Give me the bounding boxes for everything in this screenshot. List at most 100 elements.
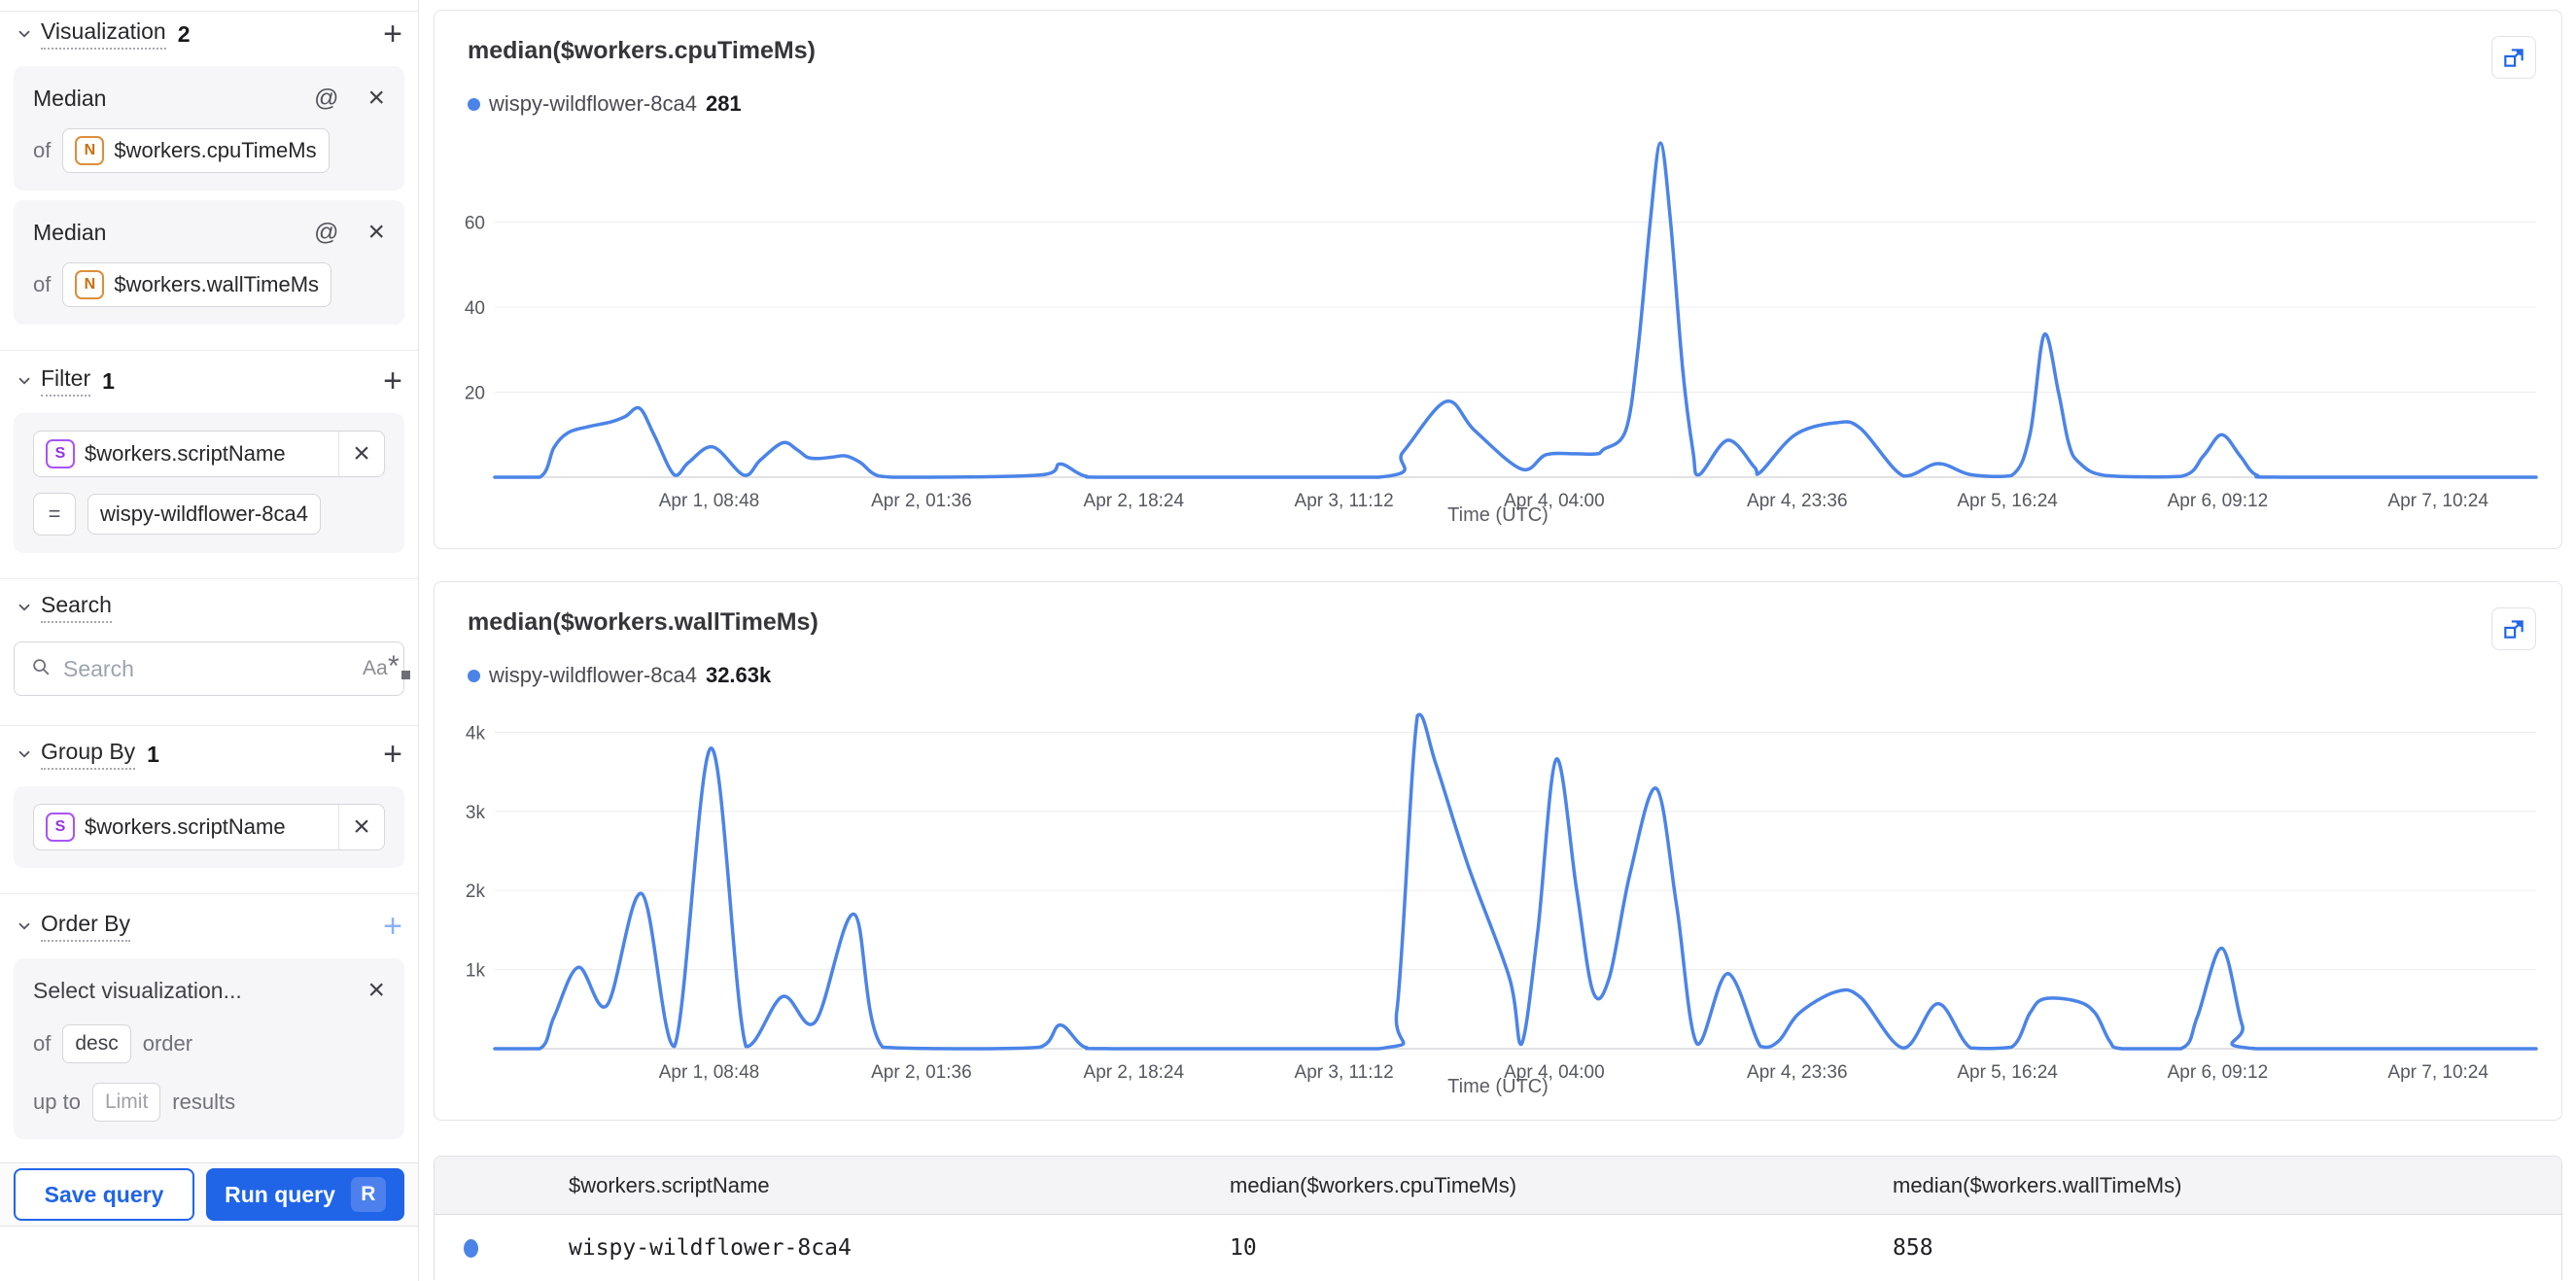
svg-text:Apr 1, 08:48: Apr 1, 08:48 (659, 491, 760, 511)
svg-text:3k: 3k (466, 803, 486, 823)
cell-cpu-median: 10 (1230, 1235, 1257, 1261)
filter-value-pill[interactable]: wispy-wildflower-8ca4 (87, 494, 321, 535)
string-type-icon: S (46, 439, 75, 468)
run-query-label: Run query (225, 1181, 335, 1207)
search-input[interactable] (63, 655, 351, 682)
orderby-visualization-select[interactable]: Select visualization... (33, 977, 242, 1003)
svg-text:Apr 6, 09:12: Apr 6, 09:12 (2168, 1062, 2269, 1083)
svg-text:Apr 4, 23:36: Apr 4, 23:36 (1747, 1062, 1848, 1083)
divider (0, 893, 418, 894)
close-icon[interactable]: × (367, 82, 385, 114)
filter-count: 1 (102, 367, 115, 394)
remove-filter-button[interactable]: × (339, 432, 384, 476)
add-filter-button[interactable]: + (383, 363, 402, 399)
at-icon[interactable]: @ (314, 84, 339, 112)
cell-script-name: wispy-wildflower-8ca4 (569, 1235, 852, 1261)
svg-text:Apr 6, 09:12: Apr 6, 09:12 (2168, 491, 2269, 511)
groupby-field-name: $workers.scriptName (85, 814, 286, 839)
section-filter-header: Filter 1 + (0, 359, 418, 403)
at-icon[interactable]: @ (314, 218, 339, 246)
svg-text:40: 40 (465, 298, 485, 319)
add-visualization-button[interactable]: + (383, 16, 402, 52)
section-title-search: Search (41, 592, 112, 623)
expand-icon (2504, 620, 2524, 639)
results-panel: median($workers.cpuTimeMs) wispy-wildflo… (419, 0, 2576, 1281)
field-pill-wall[interactable]: N $workers.wallTimeMs (62, 262, 332, 307)
chevron-down-icon[interactable] (16, 917, 33, 935)
expand-chart-button[interactable] (2491, 36, 2536, 79)
x-axis-label: Time (UTC) (1447, 1076, 1549, 1097)
filter-card: S $workers.scriptName × = wispy-wildflow… (14, 413, 404, 553)
filter-value: wispy-wildflower-8ca4 (100, 502, 308, 526)
chevron-down-icon[interactable] (16, 745, 33, 763)
svg-text:2k: 2k (466, 882, 486, 902)
svg-text:Apr 5, 16:24: Apr 5, 16:24 (1957, 1062, 2058, 1083)
divider (0, 578, 418, 579)
close-icon[interactable]: × (367, 974, 385, 1006)
svg-text:60: 60 (465, 214, 485, 234)
number-type-icon: N (75, 270, 105, 299)
chevron-down-icon[interactable] (16, 25, 33, 43)
search-icon (30, 656, 52, 682)
aggregation-label: Median (33, 219, 107, 245)
run-query-button[interactable]: Run query R (206, 1168, 404, 1221)
section-title-visualization: Visualization (41, 18, 166, 50)
chart-title: median($workers.wallTimeMs) (468, 608, 818, 636)
match-case-icon[interactable]: Aa (363, 657, 388, 679)
svg-text:Apr 4, 04:00: Apr 4, 04:00 (1504, 491, 1605, 511)
chevron-down-icon[interactable] (16, 599, 33, 616)
field-name: $workers.cpuTimeMs (114, 138, 317, 162)
svg-text:Apr 2, 18:24: Apr 2, 18:24 (1084, 1062, 1185, 1083)
results-table: $workers.scriptName median($workers.cpuT… (434, 1156, 2562, 1280)
number-type-icon: N (75, 136, 105, 165)
svg-text:Apr 7, 10:24: Apr 7, 10:24 (2387, 1062, 2489, 1083)
save-query-button[interactable]: Save query (14, 1168, 194, 1221)
remove-groupby-button[interactable]: × (339, 805, 384, 849)
order-label: order (142, 1031, 193, 1056)
groupby-card: S $workers.scriptName × (14, 786, 404, 868)
svg-text:Apr 2, 01:36: Apr 2, 01:36 (871, 1062, 972, 1083)
svg-text:Apr 2, 18:24: Apr 2, 18:24 (1084, 491, 1185, 511)
sidebar: Visualization 2 + Median @ × of N $worke… (0, 0, 419, 1281)
field-name: $workers.wallTimeMs (114, 272, 320, 296)
sort-direction-select[interactable]: desc (62, 1024, 131, 1063)
table-row[interactable]: wispy-wildflower-8ca4 10 858 (435, 1215, 2561, 1280)
section-visualization-header: Visualization 2 + (0, 12, 418, 56)
section-title-groupby: Group By (41, 739, 136, 770)
visualization-count: 2 (177, 20, 191, 47)
of-label: of (33, 138, 52, 162)
column-header-script: $workers.scriptName (569, 1172, 770, 1197)
legend-series-name: wispy-wildflower-8ca4 (489, 663, 697, 687)
limit-input[interactable]: Limit (91, 1083, 161, 1122)
field-pill-cpu[interactable]: N $workers.cpuTimeMs (62, 128, 330, 173)
filter-field-select[interactable]: S $workers.scriptName (34, 432, 339, 476)
add-groupby-button[interactable]: + (383, 736, 402, 773)
chevron-down-icon[interactable] (16, 372, 33, 390)
add-orderby-button[interactable]: + (383, 908, 402, 945)
groupby-field-select[interactable]: S $workers.scriptName (34, 805, 339, 849)
chart-title: median($workers.cpuTimeMs) (468, 37, 816, 64)
chart-legend: wispy-wildflower-8ca4 281 (435, 90, 2561, 118)
svg-text:Apr 3, 11:12: Apr 3, 11:12 (1295, 491, 1394, 511)
svg-text:Apr 4, 04:00: Apr 4, 04:00 (1504, 1062, 1605, 1083)
series-color-dot (464, 1238, 478, 1258)
svg-text:Apr 2, 01:36: Apr 2, 01:36 (871, 491, 972, 511)
section-orderby-header: Order By + (0, 904, 418, 949)
filter-field-name: $workers.scriptName (85, 441, 286, 466)
legend-series-value: 32.63k (705, 663, 772, 687)
svg-text:4k: 4k (466, 723, 486, 744)
close-icon[interactable]: × (367, 216, 385, 248)
table-header-row: $workers.scriptName median($workers.cpuT… (435, 1157, 2561, 1215)
expand-chart-button[interactable] (2491, 607, 2536, 650)
svg-text:Apr 4, 23:36: Apr 4, 23:36 (1747, 491, 1848, 511)
x-axis-label: Time (UTC) (1447, 504, 1549, 526)
orderby-card: Select visualization... × of desc order … (14, 958, 404, 1139)
of-label: of (33, 1031, 52, 1056)
filter-operator-select[interactable]: = (33, 493, 76, 536)
svg-text:20: 20 (465, 384, 485, 404)
chart-card-wall: median($workers.wallTimeMs) wispy-wildfl… (434, 581, 2562, 1121)
svg-text:1k: 1k (466, 961, 486, 982)
keyboard-shortcut-badge: R (350, 1177, 386, 1212)
legend-dot (468, 97, 480, 111)
